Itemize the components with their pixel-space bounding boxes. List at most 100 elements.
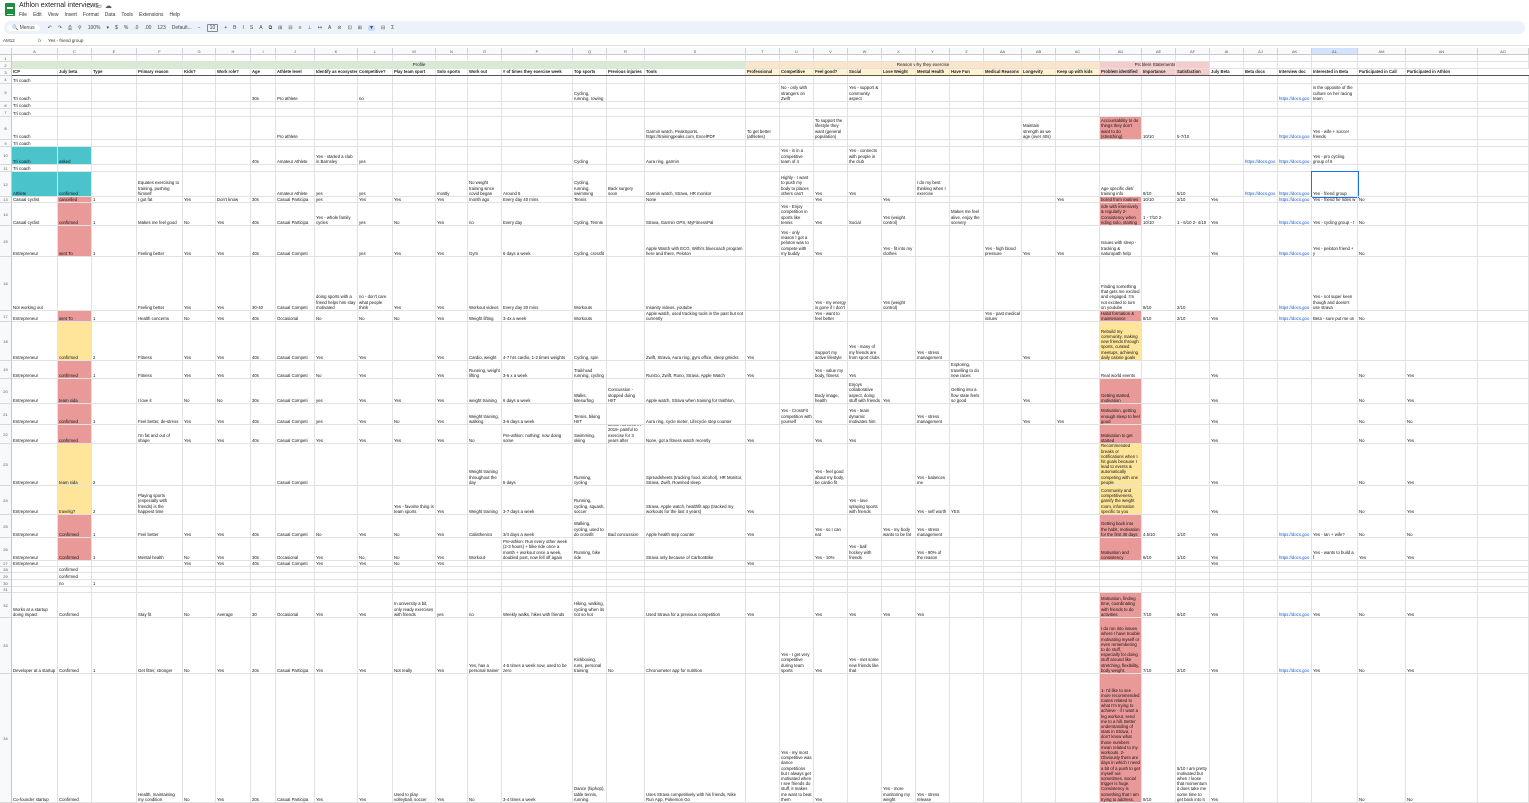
- cell-e[interactable]: 2: [92, 322, 137, 361]
- cell-v[interactable]: To support the lifestyle they want (gene…: [814, 117, 848, 140]
- cell-h[interactable]: Yes: [216, 203, 251, 226]
- cell-i[interactable]: 30: [251, 593, 276, 618]
- cell-af[interactable]: [1176, 140, 1210, 147]
- cell-i[interactable]: 40s: [251, 147, 276, 165]
- cell-r[interactable]: [607, 140, 645, 147]
- cell-i[interactable]: 30s: [251, 84, 276, 102]
- cell-v[interactable]: [814, 567, 848, 573]
- cell-ap[interactable]: Yes: [1406, 425, 1478, 444]
- cell-h[interactable]: Yes: [216, 257, 251, 311]
- toolbar-item[interactable]: ↶: [47, 24, 52, 31]
- cell-h[interactable]: [216, 117, 251, 140]
- cell-l[interactable]: [358, 486, 393, 515]
- cell-ab[interactable]: [1022, 567, 1056, 573]
- cell-am[interactable]: [1312, 674, 1358, 803]
- cell-ab[interactable]: [1022, 580, 1056, 587]
- cell-am[interactable]: [1312, 425, 1358, 444]
- cell-l[interactable]: Yes: [358, 425, 393, 444]
- cell-r[interactable]: Broke his neck in 2019- painful to exerc…: [607, 425, 645, 444]
- cell-al[interactable]: [1278, 587, 1312, 593]
- cell-l[interactable]: [358, 140, 393, 147]
- cell-h[interactable]: [216, 84, 251, 102]
- cell-y[interactable]: [916, 561, 950, 567]
- cell-ac[interactable]: [1056, 203, 1100, 226]
- cell-q[interactable]: [573, 117, 607, 140]
- cell-ac[interactable]: [1056, 361, 1100, 379]
- cell-q[interactable]: [573, 76, 607, 84]
- cell-ac[interactable]: [1056, 593, 1100, 618]
- cell-n[interactable]: Yes: [436, 538, 468, 561]
- cell-h[interactable]: Yes: [216, 674, 251, 803]
- cell-aa[interactable]: [984, 538, 1022, 561]
- cell-ak[interactable]: [1244, 55, 1278, 62]
- cell-q[interactable]: Cycling, Tennis: [573, 203, 607, 226]
- cell-u[interactable]: [780, 379, 814, 404]
- cell-n[interactable]: Yes: [436, 257, 468, 311]
- cell-f[interactable]: [137, 62, 183, 69]
- cell-w[interactable]: [848, 587, 882, 593]
- cell-x[interactable]: [882, 55, 916, 62]
- cell-y[interactable]: [916, 425, 950, 444]
- menu-view[interactable]: View: [47, 12, 59, 18]
- cell-aq[interactable]: [1478, 102, 1529, 109]
- cell-ai[interactable]: Yes: [1210, 444, 1244, 486]
- cell-w[interactable]: Yes - team dynamic motivates him: [848, 404, 882, 425]
- column-header[interactable]: AB: [1022, 48, 1056, 55]
- cell-al[interactable]: [1278, 165, 1312, 172]
- row-header[interactable]: 15: [0, 226, 12, 257]
- cell-p[interactable]: [502, 140, 573, 147]
- cell-w[interactable]: [848, 140, 882, 147]
- cell-aq[interactable]: [1478, 117, 1529, 140]
- cell-w[interactable]: [848, 109, 882, 117]
- cell-k[interactable]: Yes: [315, 538, 358, 561]
- cell-k[interactable]: [315, 567, 358, 573]
- cell-g[interactable]: No: [183, 674, 216, 803]
- cell-q[interactable]: [573, 140, 607, 147]
- cell-w[interactable]: [848, 257, 882, 311]
- toolbar-item[interactable]: ⎙: [68, 24, 73, 31]
- row-header[interactable]: 6: [0, 102, 12, 109]
- cell-s[interactable]: [645, 561, 746, 567]
- row-header[interactable]: 29: [0, 573, 12, 580]
- row-header[interactable]: 7: [0, 109, 12, 117]
- cell-a[interactable]: Not working out: [12, 257, 58, 311]
- cell-i[interactable]: 30-40: [251, 257, 276, 311]
- row-header[interactable]: 2: [0, 62, 12, 69]
- cell-z[interactable]: [950, 226, 984, 257]
- cell-w[interactable]: Yes - ball hockey with friends: [848, 538, 882, 561]
- cell-n[interactable]: Yes: [436, 425, 468, 444]
- cell-an[interactable]: No: [1358, 593, 1406, 618]
- cell-am[interactable]: [1312, 76, 1358, 84]
- cell-g[interactable]: No: [183, 311, 216, 322]
- cell-s[interactable]: [645, 580, 746, 587]
- cell-ae[interactable]: [1142, 486, 1176, 515]
- cell-t[interactable]: [746, 109, 780, 117]
- cell-a[interactable]: Entrepreneur: [12, 404, 58, 425]
- cell-r[interactable]: [607, 573, 645, 580]
- cell-e[interactable]: [92, 425, 137, 444]
- cell-aq[interactable]: [1478, 515, 1529, 538]
- cell-aa[interactable]: [984, 84, 1022, 102]
- cell-al[interactable]: https://docs.goo: [1278, 311, 1312, 322]
- name-box[interactable]: AM12: [3, 38, 15, 43]
- cell-n[interactable]: [436, 117, 468, 140]
- cell-p[interactable]: [502, 117, 573, 140]
- toolbar-item[interactable]: 100%: [87, 24, 101, 31]
- cell-f[interactable]: [137, 109, 183, 117]
- cell-ad[interactable]: [1100, 84, 1142, 102]
- cell-n[interactable]: [436, 567, 468, 573]
- cell-an[interactable]: [1358, 567, 1406, 573]
- cell-v[interactable]: [814, 62, 848, 69]
- cell-v[interactable]: [814, 573, 848, 580]
- cell-ad[interactable]: [1100, 109, 1142, 117]
- cell-f[interactable]: Health, maintaining my condition: [137, 674, 183, 803]
- cell-aq[interactable]: [1478, 203, 1529, 226]
- cell-ad[interactable]: 1- Finding people to ride with intensive…: [1100, 203, 1142, 226]
- cell-t[interactable]: [746, 62, 780, 69]
- cell-i[interactable]: [251, 117, 276, 140]
- cell-aa[interactable]: [984, 55, 1022, 62]
- cell-a[interactable]: [12, 62, 58, 69]
- cell-t[interactable]: Yes: [746, 593, 780, 618]
- column-header[interactable]: T: [746, 48, 780, 55]
- cell-am[interactable]: [1312, 567, 1358, 573]
